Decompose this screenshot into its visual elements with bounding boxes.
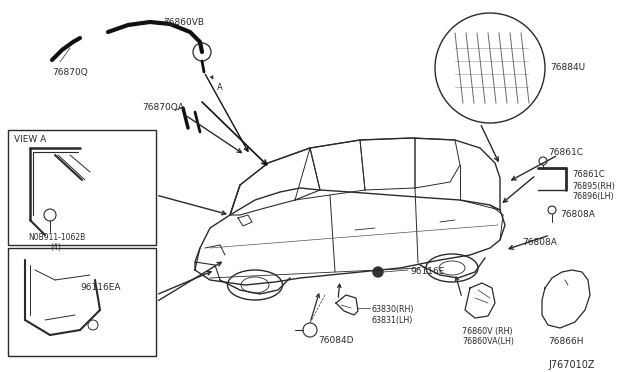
- Text: 76861C: 76861C: [572, 170, 605, 179]
- Text: 63830(RH): 63830(RH): [372, 305, 415, 314]
- Text: N0B911-1062B: N0B911-1062B: [28, 233, 85, 242]
- Text: 76895(RH): 76895(RH): [572, 182, 615, 191]
- Text: 76861C: 76861C: [548, 148, 583, 157]
- Text: 76860VA(LH): 76860VA(LH): [462, 337, 514, 346]
- Text: A: A: [217, 83, 223, 92]
- Text: 63831(LH): 63831(LH): [372, 316, 413, 325]
- Bar: [8, 248, 156, 356]
- Text: 96116EA: 96116EA: [80, 283, 120, 292]
- Text: 76860VB: 76860VB: [163, 18, 204, 27]
- Text: 76896(LH): 76896(LH): [572, 192, 614, 201]
- Text: 76866H: 76866H: [548, 337, 584, 346]
- Text: 76860V (RH): 76860V (RH): [462, 327, 513, 336]
- Text: J767010Z: J767010Z: [548, 360, 595, 370]
- Circle shape: [373, 267, 383, 277]
- Text: 76870Q: 76870Q: [52, 68, 88, 77]
- Text: 76808A: 76808A: [522, 238, 557, 247]
- Text: (4): (4): [50, 243, 61, 252]
- Bar: [8, 130, 156, 245]
- Text: 76870QA: 76870QA: [142, 103, 184, 112]
- Text: VIEW A: VIEW A: [14, 135, 46, 144]
- Text: 76884U: 76884U: [550, 63, 585, 72]
- Text: 76084D: 76084D: [318, 336, 353, 345]
- Text: 96116E: 96116E: [410, 267, 444, 276]
- Text: 76808A: 76808A: [560, 210, 595, 219]
